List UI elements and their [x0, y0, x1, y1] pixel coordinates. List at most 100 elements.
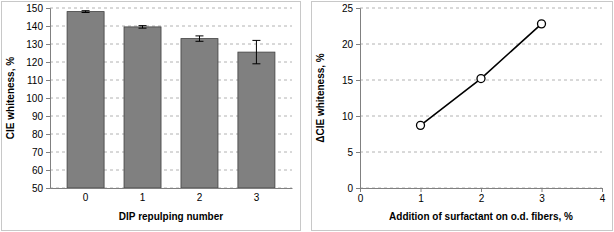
y-tick-label: 150 [26, 3, 43, 14]
x-tick: 1 [140, 188, 146, 203]
plot-area: 50 60 70 80 90 100 110 120 1 3 0 140 150 0 1 2 3 [26, 3, 292, 203]
y-axis: 0 5 10 15 20 25 [342, 3, 361, 194]
y-tick-label: 20 [342, 39, 354, 50]
y-tick-label: 15 [342, 75, 354, 86]
error-bar [252, 40, 260, 63]
y-tick: 10 [342, 111, 360, 122]
x-axis-title: DIP repulping number [119, 211, 223, 222]
x-tick: 4 [600, 188, 606, 204]
y-tick: 90 [32, 111, 50, 122]
y-tick-label: 50 [32, 183, 44, 194]
y-tick-mark [356, 116, 360, 117]
y-tick: 25 [342, 3, 360, 14]
grid-line [50, 8, 292, 9]
x-tick: 0 [358, 188, 364, 204]
y-tick-label: 60 [32, 165, 44, 176]
y-tick-label: 80 [32, 129, 44, 140]
y-tick: 20 [342, 39, 360, 50]
error-bar-stem [256, 40, 257, 63]
bar [181, 39, 218, 188]
data-point [477, 75, 485, 83]
bar [238, 52, 275, 188]
y-tick-mark [46, 134, 50, 135]
y-tick-label: 25 [342, 3, 354, 14]
data-point [538, 20, 546, 28]
x-tick-label: 2 [479, 193, 485, 204]
y-axis-line [46, 9, 51, 189]
x-tick: 2 [479, 188, 485, 204]
x-tick-label: 0 [83, 192, 89, 203]
x-tick: 3 [539, 188, 545, 204]
x-tick: 1 [418, 188, 424, 204]
error-bar-cap [139, 25, 147, 26]
y-tick-mark [46, 80, 50, 81]
data-line [421, 24, 542, 126]
y-tick-label: 100 [26, 93, 43, 104]
y-axis-title: CIE whiteness, % [5, 57, 16, 139]
y-tick: 0 [347, 183, 360, 194]
y-tick-mark [46, 116, 50, 117]
panel-border [2, 2, 301, 231]
x-axis-title: Addition of surfactant on o.d. fibers, % [389, 211, 573, 222]
x-tick-label: 0 [358, 193, 364, 204]
y-tick-label: 140 [26, 21, 43, 32]
y-tick-label: 10 [342, 111, 354, 122]
x-tick: 0 [83, 188, 89, 203]
bar [124, 27, 161, 188]
x-axis-line [51, 188, 293, 189]
error-bar [195, 36, 203, 41]
error-bar-cap [139, 28, 147, 29]
y-tick-mark [46, 152, 50, 153]
x-tick: 2 [197, 188, 203, 203]
y-tick-mark [46, 8, 50, 9]
x-tick-label: 4 [600, 193, 606, 204]
x-axis: 0 1 2 3 4 [358, 188, 606, 204]
grid-line [360, 8, 602, 9]
error-bar-cap [252, 40, 260, 41]
y-tick: 70 [32, 147, 50, 158]
y-tick-mark [46, 62, 50, 63]
y-tick-mark [356, 152, 360, 153]
y-tick-mark [356, 188, 360, 189]
y-tick-mark [46, 44, 50, 45]
y-tick-mark [356, 8, 360, 9]
data-point [417, 121, 425, 129]
error-bar-cap [252, 63, 260, 64]
y-tick-label: 0 [347, 183, 353, 194]
x-tick-label: 3 [539, 193, 545, 204]
chart-panel: 50 60 70 80 90 100 110 120 1 3 0 140 150 0 1 2 3 DIP repu… [2, 2, 301, 231]
y-tick: 100 [26, 93, 50, 104]
y-axis: 5060708090100110120130140150 [26, 3, 50, 194]
y-tick-label: 90 [32, 111, 44, 122]
y-axis-line [356, 9, 361, 189]
x-axis: 0 1 2 3 [51, 188, 293, 203]
x-tick-label: 2 [197, 192, 203, 203]
error-bar-cap [82, 10, 90, 11]
x-tick: 3 [254, 188, 260, 203]
x-tick-mark [602, 188, 603, 192]
y-tick: 50 [32, 183, 50, 194]
plot-area: 0 5 10 15 20 25 0 1 2 3 4 [342, 3, 606, 204]
y-tick-label: 110 [27, 75, 43, 86]
x-tick-label: 1 [140, 192, 146, 203]
y-tick-mark [356, 44, 360, 45]
y-tick: 110 [27, 75, 50, 86]
marks [67, 11, 275, 188]
marks [417, 20, 546, 130]
x-tick-label: 1 [418, 193, 424, 204]
y-tick: 120 [26, 57, 50, 68]
x-axis-line [361, 189, 603, 193]
error-bar-stem [199, 36, 200, 41]
x-tick-mark [421, 188, 422, 192]
y-tick-mark [46, 170, 50, 171]
y-axis-title: ΔCIE whiteness, % [315, 53, 326, 143]
x-tick-label: 3 [254, 192, 260, 203]
y-tick-mark [46, 98, 50, 99]
y-tick: 60 [32, 165, 50, 176]
x-tick-mark [542, 188, 543, 192]
y-tick: 140 [26, 21, 50, 32]
chart-canvas: 50607080901001101201301401500123DIP repu… [0, 0, 614, 232]
y-tick-label: 5 [347, 147, 353, 158]
grid [360, 8, 602, 188]
y-tick-label: 120 [26, 57, 43, 68]
